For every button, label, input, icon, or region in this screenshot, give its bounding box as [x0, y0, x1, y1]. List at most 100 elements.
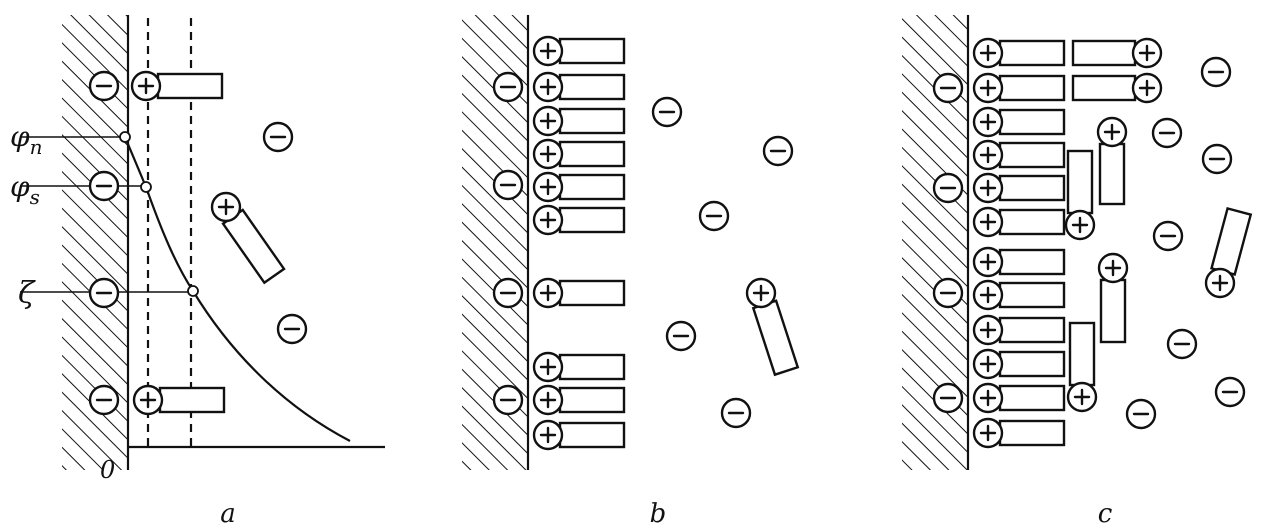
hydrocarbon-tail — [998, 208, 1066, 236]
anion — [665, 320, 697, 352]
surfactant-molecule — [558, 206, 626, 234]
anion — [492, 169, 524, 201]
surfactant-head — [130, 70, 162, 102]
surfactant-head — [532, 277, 564, 309]
origin-label: 0 — [100, 456, 115, 484]
anion — [88, 277, 120, 309]
anion — [720, 397, 752, 429]
hydrocarbon-tail — [998, 384, 1066, 412]
hydrocarbon-tail — [158, 386, 226, 414]
hydrocarbon-tail — [558, 206, 626, 234]
hydrocarbon-tail — [1066, 149, 1094, 215]
hydrocarbon-tail — [998, 350, 1066, 378]
surfactant-molecule — [998, 419, 1066, 447]
surfactant-molecule — [156, 72, 224, 100]
hydrocarbon-tail — [156, 72, 224, 100]
hydrocarbon-tail — [998, 108, 1066, 136]
hydrocarbon-tail — [558, 421, 626, 449]
surfactant-molecule — [998, 174, 1066, 202]
hydrocarbon-tail — [998, 141, 1066, 169]
surfactant-molecule — [558, 353, 626, 381]
hydrocarbon-tail — [998, 281, 1066, 309]
surfactant-head — [532, 351, 564, 383]
surfactant-molecule — [1098, 142, 1126, 206]
hydrocarbon-tail — [558, 73, 626, 101]
surfactant-molecule — [1099, 278, 1127, 344]
surfactant-molecule — [998, 108, 1066, 136]
surfactant-molecule — [558, 421, 626, 449]
surfactant-head — [972, 37, 1004, 69]
anion — [1152, 220, 1184, 252]
anion — [262, 121, 294, 153]
surfactant-head — [1096, 116, 1128, 148]
anion — [492, 277, 524, 309]
hydrocarbon-tail — [998, 74, 1066, 102]
surfactant-molecule — [1071, 39, 1137, 67]
surfactant-head — [532, 384, 564, 416]
panel-label-c: c — [1098, 499, 1113, 529]
anion — [762, 135, 794, 167]
anion — [651, 96, 683, 128]
hydrocarbon-tail — [998, 248, 1066, 276]
hydrocarbon-tail — [558, 173, 626, 201]
hydrocarbon-tail — [998, 174, 1066, 202]
anion — [932, 172, 964, 204]
surfactant-molecule — [558, 173, 626, 201]
hydrocarbon-tail — [1071, 74, 1137, 102]
surfactant-head — [972, 314, 1004, 346]
surfactant-molecule — [998, 39, 1066, 67]
surfactant-head — [532, 35, 564, 67]
anion — [492, 384, 524, 416]
hydrocarbon-tail — [1068, 321, 1096, 387]
surfactant-head — [210, 191, 242, 223]
panel-label-b: b — [650, 499, 667, 529]
hydrocarbon-tail — [1099, 278, 1127, 344]
surfactant-molecule — [1210, 206, 1253, 276]
surfactant-molecule — [751, 299, 800, 377]
surfactant-head — [972, 382, 1004, 414]
potential-curve — [123, 136, 351, 442]
anion — [1151, 117, 1183, 149]
surfactant-head — [132, 384, 164, 416]
hydrocarbon-tail — [998, 419, 1066, 447]
surfactant-molecule — [998, 248, 1066, 276]
surfactant-head — [1131, 72, 1163, 104]
anion — [932, 277, 964, 309]
anion — [276, 313, 308, 345]
hydrocarbon-tail — [1098, 142, 1126, 206]
hydrocarbon-tail — [558, 140, 626, 168]
surfactant-head — [532, 419, 564, 451]
anion — [492, 71, 524, 103]
surfactant-head — [532, 171, 564, 203]
surfactant-molecule — [558, 279, 626, 307]
surfactant-molecule — [1071, 74, 1137, 102]
hydrocarbon-tail — [1071, 39, 1137, 67]
ion-layer — [88, 35, 1253, 451]
phi-n-label: φn — [10, 120, 43, 159]
hydrocarbon-tail — [558, 107, 626, 135]
phi-n-point — [119, 131, 131, 143]
panel-label-a: a — [220, 499, 236, 529]
zeta-label: ζ — [18, 276, 36, 311]
surfactant-molecule — [998, 384, 1066, 412]
hydrocarbon-tail — [558, 386, 626, 414]
surfactant-molecule — [998, 316, 1066, 344]
surfactant-head — [1066, 381, 1098, 413]
surfactant-head — [532, 105, 564, 137]
anion — [1166, 328, 1198, 360]
surfactant-molecule — [1068, 321, 1096, 387]
surfactant-molecule — [558, 73, 626, 101]
anion — [932, 72, 964, 104]
surfactant-head — [745, 277, 777, 309]
surfactant-head — [1097, 252, 1129, 284]
surfactant-head — [972, 72, 1004, 104]
surfactant-molecule — [998, 281, 1066, 309]
surfactant-molecule — [558, 386, 626, 414]
surfactant-molecule — [558, 107, 626, 135]
surfactant-head — [972, 279, 1004, 311]
surfactant-head — [972, 106, 1004, 138]
surfactant-molecule — [998, 350, 1066, 378]
anion — [698, 200, 730, 232]
anion — [1125, 398, 1157, 430]
surfactant-head — [972, 172, 1004, 204]
